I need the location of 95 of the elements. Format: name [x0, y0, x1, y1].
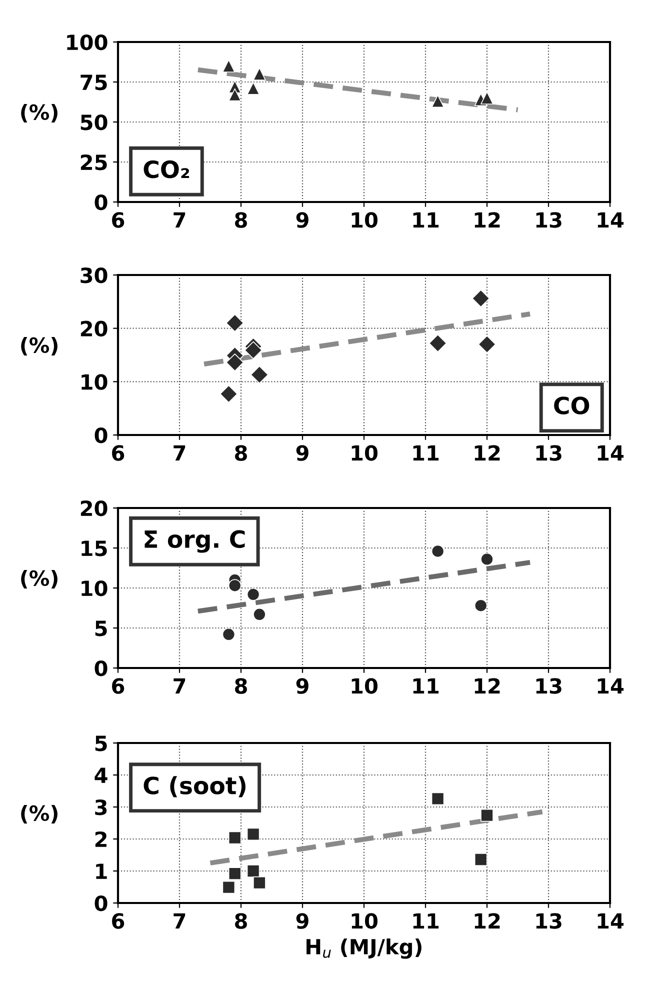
- x-tick-label: 6: [112, 445, 124, 461]
- y-tick-label: 75: [80, 74, 107, 90]
- x-tick-label: 10: [352, 913, 378, 929]
- point: [220, 385, 238, 403]
- point: [222, 880, 236, 894]
- y-tick-label: 3: [95, 799, 107, 816]
- x-tick-label: 8: [235, 678, 247, 694]
- y-tick-label: 0: [94, 660, 108, 676]
- point: [472, 290, 490, 308]
- point: [222, 628, 236, 641]
- point: [431, 94, 444, 108]
- point: [480, 808, 494, 822]
- x-tick-label: 12: [474, 445, 500, 461]
- y-axis-title: (%): [21, 336, 58, 356]
- x-tick-label: 7: [174, 913, 186, 929]
- x-tick-label: 7: [174, 445, 186, 461]
- y-tick-label: 2: [95, 831, 106, 847]
- point: [228, 831, 242, 844]
- x-tick-label: 12: [474, 913, 500, 929]
- x-tick-label: 13: [536, 212, 562, 228]
- y-axis-title: (%): [21, 570, 58, 588]
- x-tick-label: 11: [413, 445, 439, 461]
- y-tick-label: 4: [94, 768, 108, 783]
- x-tick-label: 13: [536, 445, 562, 461]
- point: [253, 608, 266, 621]
- point: [226, 354, 244, 372]
- point: [246, 588, 260, 601]
- point: [474, 853, 488, 866]
- text: CO: [554, 396, 590, 414]
- y-tick-label: 0: [94, 194, 108, 210]
- y-axis-title: (%): [21, 804, 58, 824]
- y-tick-label: 100: [67, 34, 108, 50]
- point: [222, 60, 236, 72]
- y-tick-label: 5: [95, 620, 107, 636]
- x-tick-label: 8: [235, 445, 247, 461]
- point: [246, 82, 260, 95]
- point: [246, 828, 260, 841]
- x-tick-label: 10: [352, 212, 378, 228]
- y-tick-label: 15: [82, 540, 107, 556]
- point: [246, 864, 260, 878]
- point: [431, 792, 444, 806]
- point: [228, 88, 242, 102]
- x-tick-label: 7: [174, 212, 186, 228]
- y-tick-label: 10: [82, 374, 108, 390]
- x-tick-label: 11: [413, 212, 439, 228]
- point: [480, 552, 494, 566]
- point: [428, 334, 447, 352]
- point: [250, 366, 268, 384]
- text: Σ org. C: [144, 530, 245, 553]
- point: [244, 341, 262, 360]
- x-tick-label: 11: [413, 678, 439, 694]
- x-tick-label: 9: [296, 913, 308, 929]
- y-tick-label: 25: [80, 154, 107, 170]
- x-tick-label: 6: [112, 678, 124, 694]
- x-tick-label: 11: [413, 913, 439, 929]
- x-tick-label: 9: [296, 212, 308, 228]
- point: [253, 68, 266, 80]
- x-tick-label: 13: [536, 678, 562, 694]
- x-tick-label: 10: [352, 678, 378, 694]
- y-tick-label: 20: [80, 320, 108, 337]
- x-tick-label: 14: [598, 212, 624, 228]
- y-tick-label: 20: [80, 500, 108, 516]
- x-tick-label: 13: [536, 913, 562, 929]
- point: [474, 599, 488, 612]
- point: [228, 867, 242, 880]
- x-axis-title: H$_{u}$ (MJ/kg): [306, 938, 422, 959]
- x-tick-label: 9: [296, 445, 308, 461]
- x-tick-label: 6: [112, 212, 124, 228]
- y-axis-title: (%): [21, 104, 58, 122]
- y-tick-label: 1: [96, 864, 107, 879]
- y-tick-label: 0: [94, 427, 108, 444]
- y-tick-label: 10: [82, 580, 108, 596]
- point: [431, 544, 444, 558]
- x-tick-label: 10: [352, 445, 378, 461]
- x-tick-label: 8: [235, 913, 247, 929]
- x-tick-label: 9: [296, 678, 308, 694]
- y-tick-label: 5: [95, 736, 107, 752]
- point: [228, 579, 242, 592]
- x-tick-label: 7: [174, 678, 186, 694]
- x-tick-label: 6: [112, 913, 124, 929]
- x-tick-label: 14: [598, 913, 624, 929]
- x-tick-label: 12: [474, 212, 500, 228]
- x-tick-label: 14: [598, 445, 624, 461]
- y-tick-label: 0: [94, 895, 108, 912]
- point: [253, 876, 266, 890]
- text: CO₂: [144, 160, 190, 178]
- y-tick-label: 30: [80, 267, 108, 284]
- x-tick-label: 8: [235, 212, 247, 228]
- x-tick-label: 12: [474, 678, 500, 694]
- point: [226, 314, 244, 332]
- point: [478, 335, 496, 354]
- text: C (soot): [144, 776, 246, 798]
- x-tick-label: 14: [598, 678, 624, 694]
- y-tick-label: 50: [80, 114, 108, 130]
- point: [480, 92, 494, 104]
